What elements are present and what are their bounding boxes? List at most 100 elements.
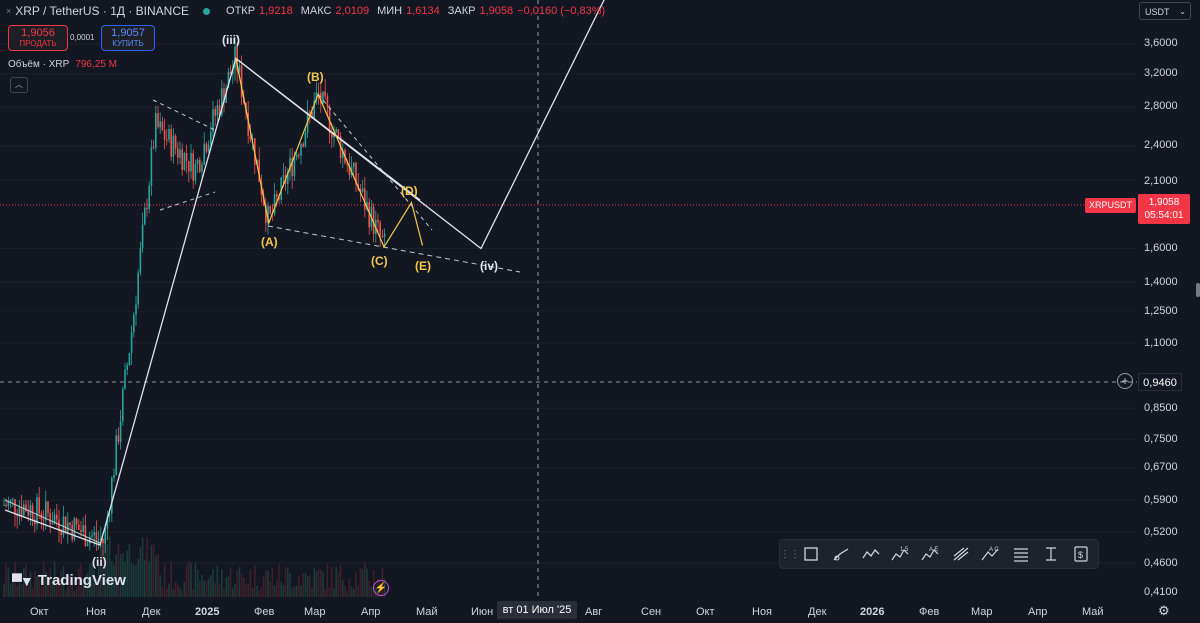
wave-abcde-icon[interactable]: A E [918, 543, 944, 565]
collapse-legend-button[interactable]: ︿ [10, 77, 28, 93]
candle-body [91, 535, 93, 537]
wave-label-D[interactable]: (D) [401, 184, 418, 198]
drawings [4, 0, 605, 546]
candle-body [75, 518, 78, 525]
volume-bar [106, 544, 109, 597]
volume-bar [225, 577, 227, 597]
wave-label-B[interactable]: (B) [307, 70, 324, 84]
wave-label-ii[interactable]: (ii) [92, 555, 107, 569]
candle-body [227, 71, 230, 88]
volume-bar [62, 566, 65, 597]
price-tick: 1,1000 [1144, 337, 1178, 349]
candle-body [128, 353, 131, 366]
crosshair-date-tag: вт 01 Июл '25 [497, 601, 577, 619]
candle-body [251, 138, 254, 140]
volume-bar [181, 590, 183, 597]
close-label: ЗАКР [447, 5, 476, 17]
fib-icon[interactable] [1008, 543, 1034, 565]
buy-price: 1,9057 [111, 27, 145, 39]
path-icon[interactable] [858, 543, 884, 565]
wave-label-E[interactable]: (E) [415, 259, 431, 273]
time-tick: Апр [1028, 606, 1048, 618]
volume-bar [130, 562, 133, 597]
candle-body [240, 65, 243, 98]
candle-body [265, 204, 267, 223]
volume-bar [234, 584, 236, 597]
time-tick: 2025 [195, 606, 220, 618]
price-chart[interactable] [0, 0, 1137, 598]
volume-bar [223, 588, 225, 597]
volume-bar [326, 563, 329, 597]
candle-body [27, 511, 29, 516]
wave-12345-icon[interactable]: 1 5 [888, 543, 914, 565]
candle-body [317, 92, 320, 94]
wave-label-C[interactable]: (C) [371, 254, 388, 268]
buy-button[interactable]: 1,9057 КУПИТЬ [101, 25, 155, 51]
candle-body [172, 135, 175, 157]
candle-body [73, 518, 76, 540]
wave-label-A[interactable]: (A) [261, 235, 278, 249]
volume-bar [229, 567, 232, 597]
candle-body [124, 369, 126, 389]
symbol-title[interactable]: XRP / TetherUS · 1Д · BINANCE [15, 4, 190, 18]
candle-body [163, 130, 166, 140]
tradingview-wordmark: TradingView [37, 572, 126, 589]
price-label-icon[interactable]: $ [1068, 543, 1094, 565]
price-axis[interactable] [1137, 0, 1200, 623]
wave-abc-icon[interactable]: A C [978, 543, 1004, 565]
volume-bar [18, 582, 21, 597]
price-tick: 3,6000 [1144, 37, 1178, 49]
candle-body [161, 121, 164, 131]
candle-body [326, 96, 329, 108]
candle-body [108, 513, 111, 517]
tradingview-logo[interactable]: ▀▼ TradingView [12, 572, 126, 589]
price-axis-scroll-handle[interactable] [1196, 283, 1200, 297]
wave-label-iv[interactable]: (iv) [480, 259, 498, 273]
market-open-icon [203, 7, 211, 15]
candle-body [355, 162, 357, 185]
volume-bar [243, 577, 245, 597]
pitchfork-icon[interactable] [948, 543, 974, 565]
candle-body [203, 143, 205, 165]
volume-bar [82, 580, 84, 597]
volume-bar [364, 561, 366, 597]
currency-select[interactable]: USDT ⌄ [1139, 2, 1191, 20]
candle-body [322, 91, 324, 104]
volume-legend[interactable]: Объём · XRP 796,25 M [8, 59, 117, 70]
brush-icon[interactable] [828, 543, 854, 565]
volume-bar [350, 586, 353, 597]
volume-bar [108, 536, 111, 597]
gear-icon[interactable]: ⚙ [1158, 603, 1170, 618]
volume-bar [91, 564, 93, 597]
rectangle-icon[interactable] [798, 543, 824, 565]
volume-bar [342, 580, 344, 597]
candle-body [144, 207, 146, 225]
add-alert-plus-icon[interactable]: + [1117, 373, 1133, 389]
volume-bar [64, 590, 67, 597]
sell-button[interactable]: 1,9056 ПРОДАТЬ [8, 25, 68, 51]
candle-body [82, 525, 84, 533]
volume-bar [60, 570, 62, 597]
volume-bar [278, 563, 280, 597]
time-tick: Окт [30, 606, 49, 618]
drag-grip-icon[interactable]: ⋮⋮ [780, 548, 800, 560]
candle-body [324, 91, 326, 97]
volume-bar [29, 571, 32, 597]
wave-abcde-text: A E [929, 547, 938, 553]
volume-bar [251, 588, 254, 597]
bolt-icon[interactable]: ⚡ [373, 580, 389, 596]
time-tick: Дек [808, 606, 827, 618]
volume-bar [159, 575, 161, 597]
volume-bar [240, 573, 243, 597]
candle-body [130, 332, 133, 354]
ruler-icon[interactable] [1038, 543, 1064, 565]
candle-body [84, 525, 87, 546]
volume-bar [324, 589, 326, 597]
collapse-chevron-icon[interactable]: × [6, 6, 12, 16]
wave-label-iii[interactable]: (iii) [222, 33, 240, 47]
candle-body [190, 153, 192, 172]
symbol-header: × XRP / TetherUS · 1Д · BINANCE ОТКР 1,92… [6, 4, 605, 18]
candle-body [337, 129, 340, 137]
volume-bar [69, 576, 71, 597]
time-tick: Май [416, 606, 438, 618]
